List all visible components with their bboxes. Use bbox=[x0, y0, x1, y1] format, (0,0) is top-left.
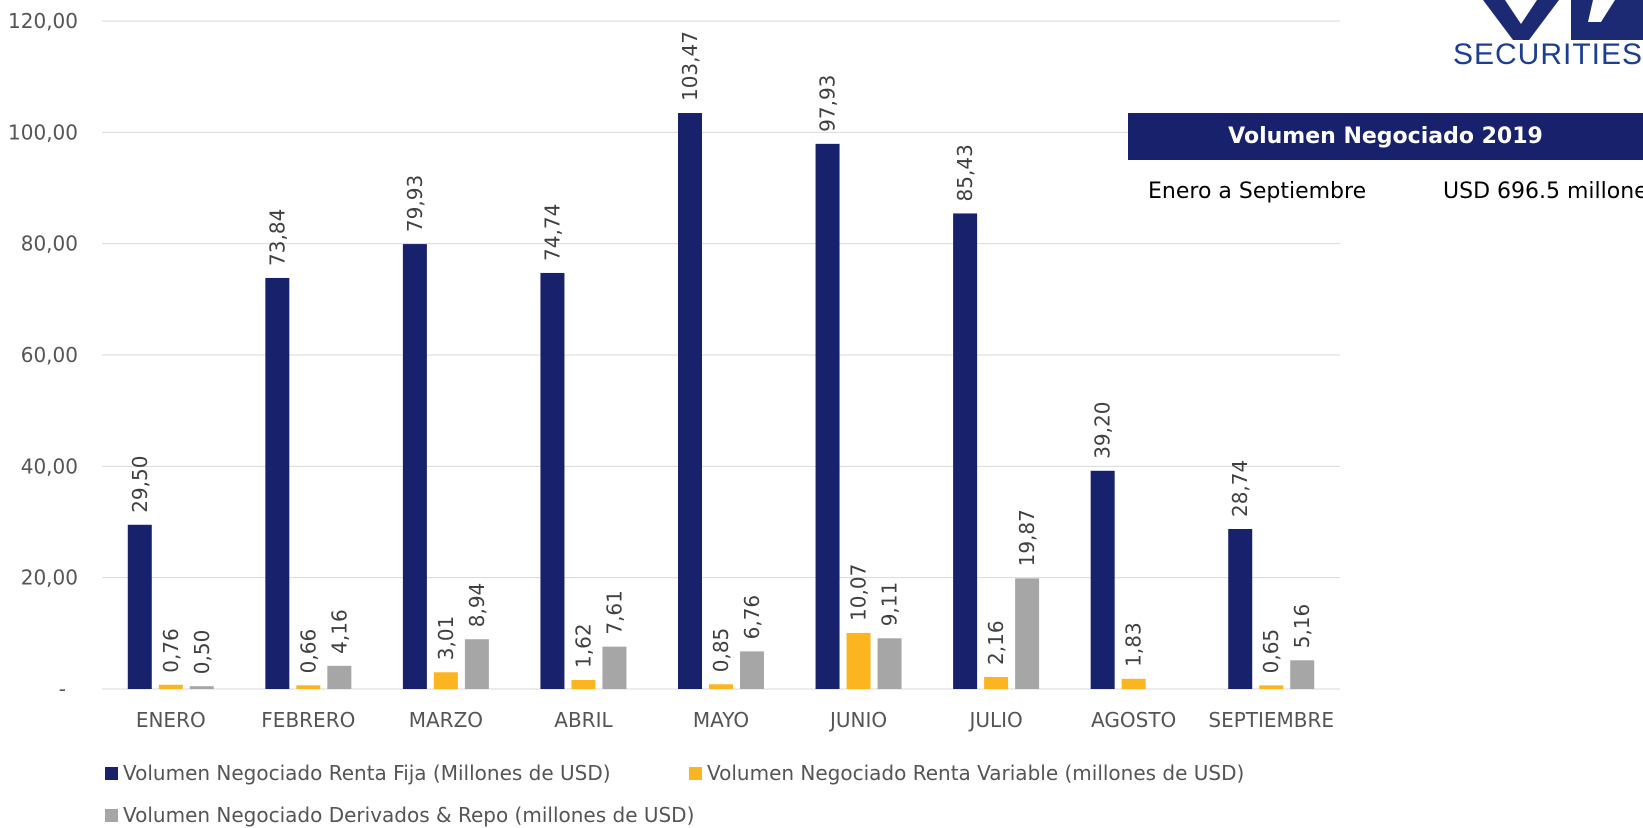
bar bbox=[847, 633, 871, 689]
bar bbox=[465, 639, 489, 689]
bar bbox=[1015, 578, 1039, 689]
data-label: 1,62 bbox=[571, 623, 595, 668]
y-tick-label: 100,00 bbox=[8, 120, 78, 144]
data-label: 103,47 bbox=[678, 31, 702, 101]
bar bbox=[403, 244, 427, 689]
bar bbox=[190, 686, 214, 689]
data-label: 39,20 bbox=[1091, 402, 1115, 459]
legend-swatch-derivados bbox=[105, 809, 118, 822]
legend-item-derivados: Volumen Negociado Derivados & Repo (mill… bbox=[105, 803, 694, 827]
data-label: 0,76 bbox=[159, 628, 183, 673]
bar bbox=[816, 144, 840, 689]
bar bbox=[678, 113, 702, 689]
bar bbox=[602, 647, 626, 689]
bar bbox=[1228, 529, 1252, 689]
logo-mark-icon bbox=[1443, 0, 1643, 40]
bar bbox=[1259, 685, 1283, 689]
bar bbox=[878, 638, 902, 689]
y-tick-label: 20,00 bbox=[21, 566, 78, 590]
data-label: 29,50 bbox=[128, 456, 152, 513]
bar bbox=[953, 213, 977, 689]
data-label: 3,01 bbox=[434, 616, 458, 661]
x-tick-label: ENERO bbox=[136, 708, 206, 732]
data-label: 97,93 bbox=[816, 75, 840, 132]
data-label: 5,16 bbox=[1290, 604, 1314, 649]
company-logo: SECURITIES bbox=[1443, 0, 1643, 70]
x-tick-label: JUNIO bbox=[828, 708, 887, 732]
y-tick-label: 60,00 bbox=[21, 343, 78, 367]
data-label: 74,74 bbox=[540, 204, 564, 261]
info-banner-title: Volumen Negociado 2019 bbox=[1128, 113, 1643, 160]
data-label: 0,66 bbox=[296, 629, 320, 674]
data-label: 19,87 bbox=[1015, 509, 1039, 566]
bar bbox=[327, 666, 351, 689]
x-tick-label: MAYO bbox=[693, 708, 749, 732]
data-label: 8,94 bbox=[465, 583, 489, 628]
data-label: 2,16 bbox=[984, 620, 1008, 665]
x-axis-ticks: ENERO FEBRERO MARZO ABRIL MAYO JUNIO JULIO AGOS… bbox=[136, 708, 1334, 732]
data-label: 28,74 bbox=[1228, 460, 1252, 517]
info-total: USD 696.5 millones bbox=[1443, 179, 1643, 204]
data-label: 79,93 bbox=[403, 175, 427, 232]
bars bbox=[128, 113, 1314, 689]
bar bbox=[296, 685, 320, 689]
bar bbox=[984, 677, 1008, 689]
bar bbox=[709, 684, 733, 689]
y-tick-label: 40,00 bbox=[21, 454, 78, 478]
data-label: 4,16 bbox=[327, 609, 351, 654]
bar bbox=[159, 685, 183, 689]
x-tick-label: MARZO bbox=[409, 708, 483, 732]
data-label: 85,43 bbox=[953, 144, 977, 201]
bar bbox=[265, 278, 289, 689]
legend-swatch-renta-variable bbox=[689, 767, 702, 780]
data-label: 0,85 bbox=[709, 628, 733, 673]
bar bbox=[434, 672, 458, 689]
bar bbox=[1290, 660, 1314, 689]
y-tick-label: 120,00 bbox=[8, 9, 78, 33]
bar bbox=[1091, 471, 1115, 689]
data-label: 1,83 bbox=[1122, 622, 1146, 667]
legend-label-renta-fija: Volumen Negociado Renta Fija (Millones d… bbox=[123, 761, 611, 785]
bar bbox=[1122, 679, 1146, 689]
y-axis-ticks: - 20,00 40,00 60,00 80,00 100,00 120,00 bbox=[8, 9, 78, 701]
data-label: 6,76 bbox=[740, 595, 764, 640]
legend-label-renta-variable: Volumen Negociado Renta Variable (millon… bbox=[707, 761, 1244, 785]
y-tick-label: 80,00 bbox=[21, 232, 78, 256]
data-label: 7,61 bbox=[602, 590, 626, 635]
x-tick-label: FEBRERO bbox=[261, 708, 355, 732]
bar bbox=[540, 273, 564, 689]
bar bbox=[740, 651, 764, 689]
legend-item-renta-variable: Volumen Negociado Renta Variable (millon… bbox=[689, 761, 1244, 785]
data-label: 10,07 bbox=[847, 564, 871, 621]
data-label: 73,84 bbox=[265, 209, 289, 266]
x-tick-label: JULIO bbox=[967, 708, 1022, 732]
data-label: 0,65 bbox=[1259, 629, 1283, 674]
x-tick-label: AGOSTO bbox=[1091, 708, 1176, 732]
legend-swatch-renta-fija bbox=[105, 767, 118, 780]
x-tick-label: ABRIL bbox=[554, 708, 613, 732]
bar bbox=[571, 680, 595, 689]
data-label: 0,50 bbox=[190, 630, 214, 675]
logo-text: SECURITIES bbox=[1453, 38, 1643, 70]
info-range: Enero a Septiembre bbox=[1148, 179, 1366, 204]
bar bbox=[128, 525, 152, 689]
data-label: 9,11 bbox=[878, 582, 902, 627]
legend-item-renta-fija: Volumen Negociado Renta Fija (Millones d… bbox=[105, 761, 611, 785]
legend-label-derivados: Volumen Negociado Derivados & Repo (mill… bbox=[123, 803, 694, 827]
x-tick-label: SEPTIEMBRE bbox=[1208, 708, 1334, 732]
y-tick-label: - bbox=[59, 677, 66, 701]
